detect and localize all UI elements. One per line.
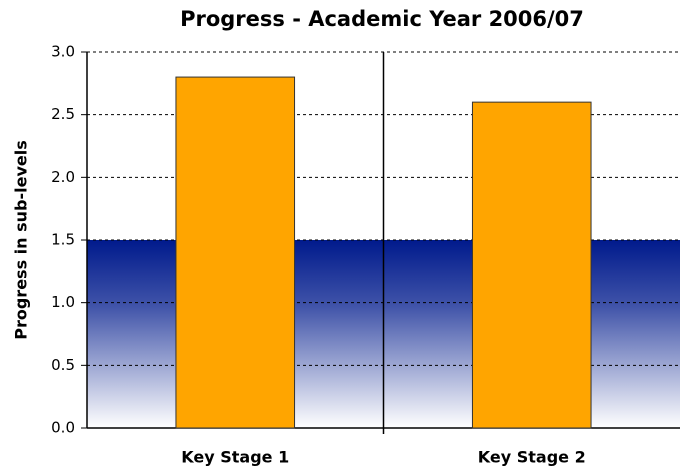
y-axis-label: Progress in sub-levels bbox=[12, 140, 31, 340]
y-tick-label: 2.5 bbox=[51, 105, 75, 123]
x-tick-label: Key Stage 2 bbox=[478, 448, 586, 467]
y-tick-label: 0.0 bbox=[51, 419, 75, 437]
x-tick-label: Key Stage 1 bbox=[181, 448, 289, 467]
bar bbox=[471, 101, 592, 429]
y-tick-label: 1.5 bbox=[51, 231, 75, 249]
chart-title: Progress - Academic Year 2006/07 bbox=[180, 7, 584, 31]
y-tick-label: 0.5 bbox=[51, 356, 75, 374]
y-tick-label: 3.0 bbox=[51, 43, 75, 61]
y-tick-label: 1.0 bbox=[51, 293, 75, 311]
bar bbox=[175, 76, 296, 429]
y-tick-label: 2.0 bbox=[51, 168, 75, 186]
